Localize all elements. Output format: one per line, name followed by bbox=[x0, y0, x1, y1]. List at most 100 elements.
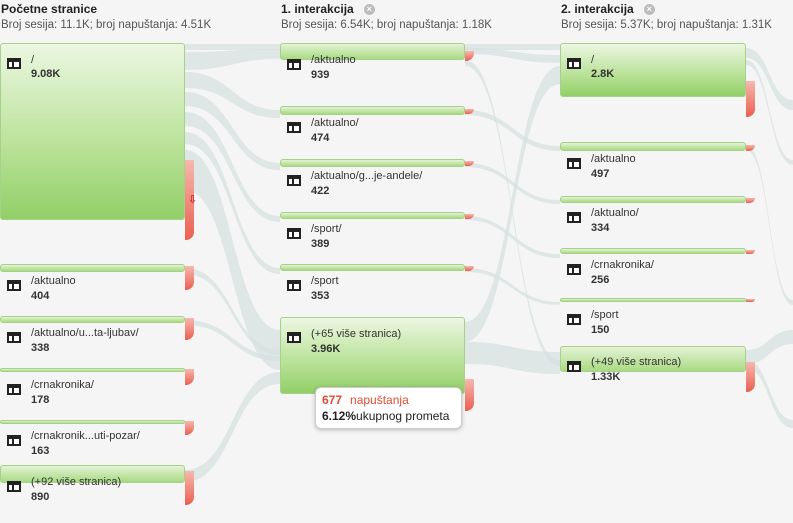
tooltip-percent: 6.12% bbox=[322, 409, 357, 423]
close-icon[interactable]: × bbox=[363, 3, 375, 15]
page-node[interactable]: /aktualno/u...ta-ljubav/ 338 bbox=[0, 316, 195, 354]
dropoff-bar bbox=[185, 471, 194, 505]
node-count: 178 bbox=[31, 394, 50, 406]
node-label: /aktualno bbox=[31, 275, 76, 287]
column-header-starting-pages: Početne stranice Broj sesija: 11.1K; bro… bbox=[1, 2, 211, 32]
flow-link[interactable] bbox=[746, 48, 793, 110]
node-count: 9.08K bbox=[31, 68, 61, 80]
dropoff-tooltip: 677 napuštanja 6.12%ukupnog prometa bbox=[315, 387, 462, 429]
tooltip-percent-label: ukupnog prometa bbox=[356, 409, 450, 423]
node-count: 890 bbox=[31, 491, 50, 503]
page-node[interactable]: /crnakronik...uti-pozar/ 163 bbox=[0, 420, 195, 457]
flow-link[interactable] bbox=[185, 92, 280, 170]
flow-link[interactable] bbox=[746, 60, 793, 165]
column-stats: Broj sesija: 5.37K; broj napuštanja: 1.3… bbox=[561, 19, 772, 31]
flow-link[interactable] bbox=[465, 342, 560, 374]
node-label: /sport bbox=[311, 275, 339, 287]
dropoff-bar bbox=[746, 81, 755, 117]
column-header-interaction-2: 2. interakcija × Broj sesija: 5.37K; broj… bbox=[561, 2, 772, 32]
page-icon bbox=[7, 481, 21, 492]
page-node[interactable]: /sport 150 bbox=[560, 298, 756, 338]
tooltip-dropoff-count: 677 bbox=[322, 393, 343, 407]
flow-link[interactable] bbox=[185, 268, 280, 355]
node-count: 1.33K bbox=[591, 371, 621, 383]
page-node[interactable]: /crnakronika/ 178 bbox=[0, 368, 195, 406]
flow-link[interactable] bbox=[185, 320, 280, 361]
node-count: 3.96K bbox=[311, 343, 341, 355]
page-node[interactable]: /aktualno 404 bbox=[0, 264, 195, 302]
flow-link[interactable] bbox=[185, 132, 280, 274]
column-title: 2. interakcija bbox=[561, 2, 634, 16]
page-icon bbox=[7, 332, 21, 343]
column-header-interaction-1: 1. interakcija × Broj sesija: 6.54K; broj… bbox=[281, 2, 492, 32]
page-node[interactable]: /aktualno/ 334 bbox=[560, 196, 756, 236]
page-icon bbox=[7, 384, 21, 395]
page-node[interactable]: (+65 više stranica) 3.96K bbox=[280, 317, 480, 412]
node-label: /crnakronika/ bbox=[591, 259, 654, 271]
node-bar bbox=[280, 106, 465, 115]
page-icon bbox=[287, 332, 301, 343]
node-count: 939 bbox=[311, 69, 330, 81]
page-node[interactable]: /aktualno/ 474 bbox=[280, 106, 476, 146]
page-node[interactable]: /aktualno/g...je-andele/ 422 bbox=[280, 159, 476, 199]
node-label: /aktualno/ bbox=[591, 207, 639, 219]
node-bar bbox=[560, 43, 746, 97]
flow-link[interactable] bbox=[185, 72, 280, 118]
dropoff-bar bbox=[465, 214, 474, 219]
page-icon bbox=[287, 59, 301, 70]
dropoff-bar bbox=[465, 379, 474, 411]
flow-link[interactable] bbox=[465, 60, 560, 366]
column-stats: Broj sesija: 6.54K; broj napuštanja: 1.1… bbox=[281, 19, 492, 31]
node-bar bbox=[0, 368, 185, 372]
node-bar bbox=[280, 212, 465, 219]
page-node[interactable]: /aktualno 497 bbox=[560, 142, 756, 182]
page-icon bbox=[567, 58, 581, 69]
dropoff-bar bbox=[185, 266, 194, 290]
flow-link[interactable] bbox=[465, 268, 560, 305]
page-icon bbox=[287, 228, 301, 239]
flow-link[interactable] bbox=[465, 110, 560, 151]
node-bar bbox=[560, 298, 746, 302]
flow-link[interactable] bbox=[465, 216, 560, 258]
page-icon bbox=[567, 212, 581, 223]
node-count: 389 bbox=[311, 238, 330, 250]
column-title: Početne stranice bbox=[1, 2, 98, 16]
page-node[interactable]: /aktualno 939 bbox=[280, 43, 476, 83]
flow-link[interactable] bbox=[185, 372, 280, 482]
dropoff-bar bbox=[746, 145, 755, 151]
flow-link[interactable] bbox=[185, 150, 280, 370]
page-node[interactable]: /crnakronika/ 256 bbox=[560, 248, 756, 288]
node-bar bbox=[0, 43, 185, 220]
page-node[interactable]: /sport/ 389 bbox=[280, 212, 476, 252]
page-node[interactable]: (+49 više stranica) 1.33K bbox=[560, 346, 760, 396]
node-bar bbox=[560, 346, 746, 372]
dropoff-bar bbox=[185, 369, 194, 385]
page-node[interactable]: / 2.8K bbox=[560, 43, 765, 123]
page-node[interactable]: (+92 više stranica) 890 bbox=[0, 465, 197, 505]
flow-link[interactable] bbox=[465, 66, 560, 342]
page-icon bbox=[7, 435, 21, 446]
page-icon bbox=[567, 158, 581, 169]
node-label: (+65 više stranica) bbox=[311, 328, 402, 340]
close-icon[interactable]: × bbox=[643, 3, 655, 15]
flow-link[interactable] bbox=[465, 48, 560, 63]
flow-link[interactable] bbox=[465, 163, 560, 204]
page-node[interactable]: /sport 353 bbox=[280, 264, 476, 304]
node-label: /aktualno/g...je-andele/ bbox=[311, 170, 423, 182]
flow-link[interactable] bbox=[746, 145, 793, 305]
node-count: 2.8K bbox=[591, 68, 615, 80]
node-count: 404 bbox=[31, 290, 50, 302]
flow-link[interactable] bbox=[746, 360, 793, 428]
node-count: 353 bbox=[311, 290, 330, 302]
down-arrow-icon: ⇩ bbox=[188, 194, 198, 206]
flow-link[interactable] bbox=[185, 49, 280, 70]
flow-link[interactable] bbox=[185, 112, 280, 222]
node-label: / bbox=[591, 54, 595, 66]
dropoff-bar bbox=[465, 109, 474, 114]
node-bar bbox=[560, 196, 746, 203]
node-label: /aktualno/u...ta-ljubav/ bbox=[31, 327, 139, 339]
page-node[interactable]: ⇩ / 9.08K bbox=[0, 43, 202, 240]
flow-link[interactable] bbox=[746, 330, 793, 364]
page-icon bbox=[287, 175, 301, 186]
